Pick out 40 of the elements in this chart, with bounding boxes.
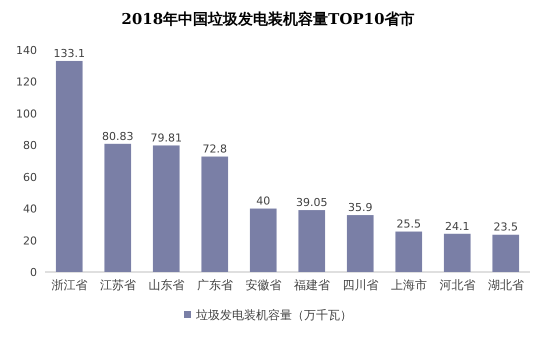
bar	[201, 156, 228, 272]
x-tick-label: 福建省	[294, 278, 330, 292]
bar	[444, 234, 471, 272]
bar	[492, 234, 520, 272]
bar	[104, 144, 132, 272]
data-label: 79.81	[150, 131, 182, 144]
bar	[346, 215, 374, 272]
x-tick-label: 四川省	[342, 278, 378, 292]
data-label: 39.05	[296, 196, 328, 210]
data-label: 24.1	[445, 220, 470, 233]
x-tick-label: 河北省	[439, 278, 476, 292]
x-tick-label: 上海市	[390, 278, 427, 292]
legend-label: 垃圾发电装机容量（万千瓦）	[195, 308, 352, 322]
y-tick-label: 0	[30, 266, 37, 279]
data-label: 80.83	[102, 130, 134, 143]
x-tick-label: 广东省	[196, 278, 233, 292]
y-tick-label: 40	[23, 202, 37, 216]
bar	[395, 232, 422, 272]
data-label: 23.5	[494, 220, 518, 234]
y-tick-label: 20	[23, 234, 37, 248]
y-tick-label: 100	[16, 107, 37, 120]
data-label: 72.8	[202, 142, 227, 156]
y-tick-label: 60	[23, 170, 37, 184]
x-tick-label: 湖北省	[488, 278, 524, 292]
y-tick-label: 120	[16, 76, 37, 89]
data-label: 25.5	[396, 218, 421, 231]
x-tick-label: 山东省	[148, 278, 184, 292]
bar	[250, 208, 277, 272]
y-tick-label: 80	[23, 139, 37, 152]
data-label: 133.1	[54, 46, 85, 60]
x-tick-label: 浙江省	[51, 278, 88, 292]
y-tick-label: 140	[16, 44, 37, 57]
bar	[152, 145, 180, 272]
bar	[56, 60, 83, 272]
chart-title: 2018年中国垃圾发电装机容量TOP10省市	[121, 10, 415, 28]
bar	[298, 210, 326, 272]
data-label: 40	[256, 194, 270, 208]
data-label: 35.9	[348, 201, 372, 214]
x-tick-label: 安徽省	[245, 278, 282, 292]
x-tick-label: 江苏省	[100, 278, 136, 292]
